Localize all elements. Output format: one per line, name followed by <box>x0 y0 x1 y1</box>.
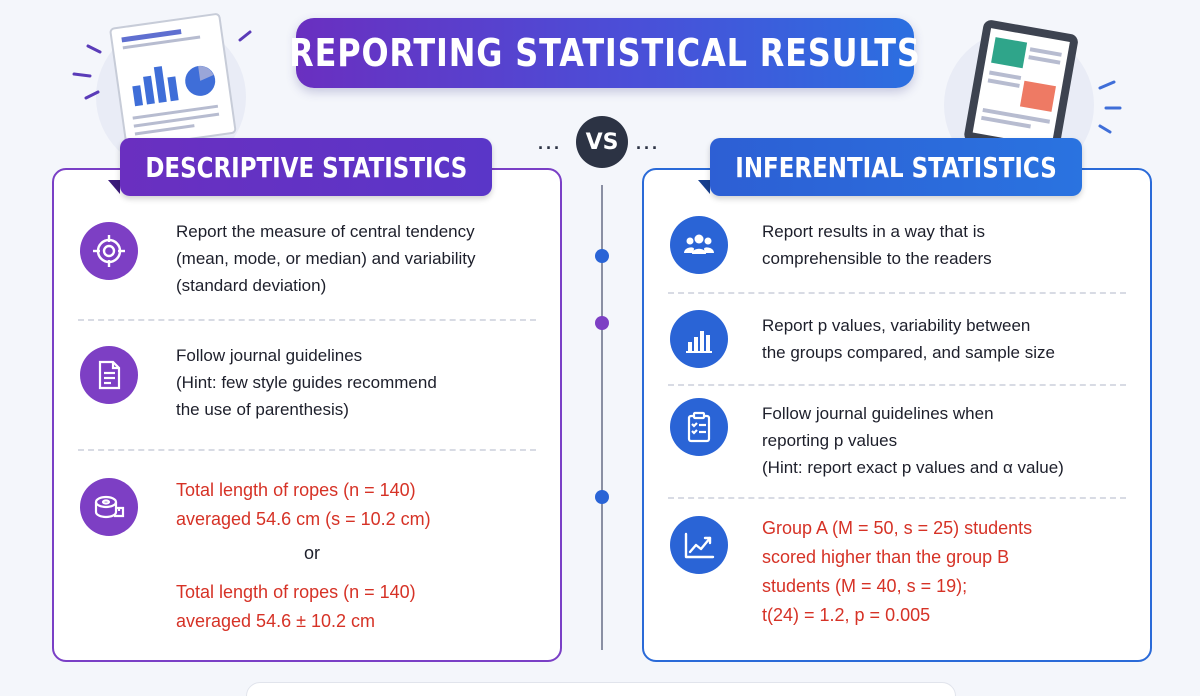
inferential-example: Group A (M = 50, s = 25) students scored… <box>762 514 1032 630</box>
timeline-dot <box>595 490 609 504</box>
text-line: Follow journal guidelines <box>176 346 363 365</box>
timeline-dot <box>595 249 609 263</box>
trend-line-icon <box>670 516 728 574</box>
inferential-item-2-text: Report p values, variability between the… <box>762 312 1055 366</box>
tablet-illustration-icon <box>964 20 1122 157</box>
inferential-item-3-text: Follow journal guidelines when reporting… <box>762 400 1064 481</box>
inferential-header: INFERENTIAL STATISTICS <box>710 138 1082 196</box>
bottom-panel <box>246 682 956 696</box>
vs-badge: VS <box>576 116 628 168</box>
divider <box>668 384 1126 386</box>
text-line: averaged 54.6 ± 10.2 cm <box>176 611 376 631</box>
descriptive-header: DESCRIPTIVE STATISTICS <box>120 138 492 196</box>
clipboard-checklist-icon <box>670 398 728 456</box>
text-line: Total length of ropes (n = 140) <box>176 480 416 500</box>
text-line: Report the measure of central tendency <box>176 222 475 241</box>
text-line: the use of parenthesis) <box>176 400 349 419</box>
vs-label: VS <box>585 129 619 155</box>
vs-dots-right: ··· <box>636 138 660 158</box>
text-line: Report results in a way that is <box>762 222 985 241</box>
text-line: (mean, mode, or median) and variability <box>176 249 476 268</box>
header-fold <box>108 180 120 194</box>
document-icon <box>80 346 138 404</box>
people-icon <box>670 216 728 274</box>
divider <box>668 497 1126 499</box>
text-line: averaged 54.6 cm (s = 10.2 cm) <box>176 509 431 529</box>
descriptive-item-1-text: Report the measure of central tendency (… <box>176 218 476 299</box>
timeline-dot <box>595 316 609 330</box>
text-line: (Hint: few style guides recommend <box>176 373 437 392</box>
text-line: the groups compared, and sample size <box>762 343 1055 362</box>
text-line: (Hint: report exact p values and α value… <box>762 458 1064 477</box>
measuring-tape-icon <box>80 478 138 536</box>
text-line: scored higher than the group B <box>762 547 1010 567</box>
descriptive-example-2: Total length of ropes (n = 140) averaged… <box>176 578 416 636</box>
inferential-item-1-text: Report results in a way that is comprehe… <box>762 218 992 272</box>
report-illustration-icon <box>72 13 252 149</box>
text-line: comprehensible to the readers <box>762 249 992 268</box>
bar-chart-icon <box>670 310 728 368</box>
text-line: reporting p values <box>762 431 898 450</box>
text-line: Follow journal guidelines when <box>762 404 994 423</box>
divider <box>668 292 1126 294</box>
text-line: Group A (M = 50, s = 25) students <box>762 518 1033 538</box>
inferential-header-text: INFERENTIAL STATISTICS <box>735 150 1057 184</box>
descriptive-example-1: Total length of ropes (n = 140) averaged… <box>176 476 431 534</box>
divider <box>78 319 536 321</box>
title-text: REPORTING STATISTICAL RESULTS <box>289 31 921 75</box>
or-label: or <box>304 543 321 563</box>
text-line: (standard deviation) <box>176 276 327 295</box>
target-icon <box>80 222 138 280</box>
page-title: REPORTING STATISTICAL RESULTS <box>289 18 920 88</box>
vs-dots-left: ··· <box>538 138 562 158</box>
descriptive-header-text: DESCRIPTIVE STATISTICS <box>145 150 468 184</box>
center-timeline <box>601 185 603 650</box>
divider <box>78 449 536 451</box>
text-line: students (M = 40, s = 19); <box>762 576 968 596</box>
text-line: Total length of ropes (n = 140) <box>176 582 416 602</box>
text-line: t(24) = 1.2, p = 0.005 <box>762 605 931 625</box>
text-line: Report p values, variability between <box>762 316 1031 335</box>
header-fold <box>698 180 710 194</box>
descriptive-item-2-text: Follow journal guidelines (Hint: few sty… <box>176 342 437 423</box>
